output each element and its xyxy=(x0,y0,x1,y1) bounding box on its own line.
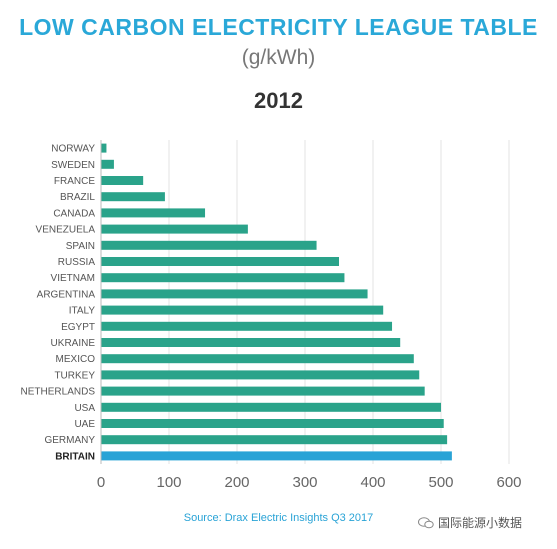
category-label: EGYPT xyxy=(61,322,95,333)
category-label: BRAZIL xyxy=(60,192,95,203)
category-label: NETHERLANDS xyxy=(21,387,96,398)
wechat-icon xyxy=(418,516,434,528)
bar-egypt xyxy=(101,321,393,331)
bar-france xyxy=(101,176,144,185)
category-label: MEXICO xyxy=(56,354,96,365)
x-tick-label: 600 xyxy=(496,474,521,491)
chart-unit: (g/kWh) xyxy=(241,46,316,69)
bar-spain xyxy=(101,240,317,250)
bar-chart: 0 100 200 300 400 500 600 NORWAY SWEDEN FRANCE BRA… xyxy=(21,140,522,491)
bar-venezuela xyxy=(101,224,248,234)
bar-germany xyxy=(101,435,448,445)
category-label: SWEDEN xyxy=(51,160,95,171)
chart-year: 2012 xyxy=(254,88,303,113)
category-label: SPAIN xyxy=(66,241,95,252)
chart-title: LOW CARBON ELECTRICITY LEAGUE TABLE xyxy=(19,14,538,40)
x-tick-label: 100 xyxy=(156,474,181,491)
category-label: BRITAIN xyxy=(55,451,95,462)
bar-ukraine xyxy=(101,338,401,347)
category-label: CANADA xyxy=(53,208,95,219)
bar-russia xyxy=(101,257,339,266)
bar-italy xyxy=(101,305,384,315)
watermark: 国际能源小数据 xyxy=(418,514,522,531)
bar-canada xyxy=(101,208,206,218)
bar-norway xyxy=(101,143,107,153)
bar-vietnam xyxy=(101,273,345,283)
category-label: TURKEY xyxy=(54,370,95,381)
category-label: RUSSIA xyxy=(58,257,96,268)
bar-uae xyxy=(101,419,444,428)
watermark-text: 国际能源小数据 xyxy=(438,516,523,530)
bar-britain xyxy=(101,451,452,461)
x-tick-label: 200 xyxy=(224,474,249,491)
x-tick-label: 0 xyxy=(97,474,105,491)
category-label: NORWAY xyxy=(51,144,95,155)
x-tick-label: 500 xyxy=(428,474,453,491)
bar-usa xyxy=(101,402,441,412)
category-label: UKRAINE xyxy=(51,338,96,349)
bar-argentina xyxy=(101,289,368,299)
category-label: FRANCE xyxy=(54,176,95,187)
bar-mexico xyxy=(101,354,414,364)
x-tick-label: 400 xyxy=(360,474,385,491)
category-label: VIETNAM xyxy=(51,273,95,284)
category-label: USA xyxy=(74,403,95,414)
category-label: UAE xyxy=(74,419,95,430)
x-tick-label: 300 xyxy=(292,474,317,491)
category-label: ARGENTINA xyxy=(37,289,96,300)
bar-netherlands xyxy=(101,386,425,396)
category-label: GERMANY xyxy=(44,435,95,446)
bar-turkey xyxy=(101,370,420,380)
bar-sweden xyxy=(101,159,114,169)
bar-brazil xyxy=(101,192,165,202)
source-note: Source: Drax Electric Insights Q3 2017 xyxy=(183,512,374,524)
category-label: ITALY xyxy=(69,306,96,317)
category-label: VENEZUELA xyxy=(36,225,96,236)
